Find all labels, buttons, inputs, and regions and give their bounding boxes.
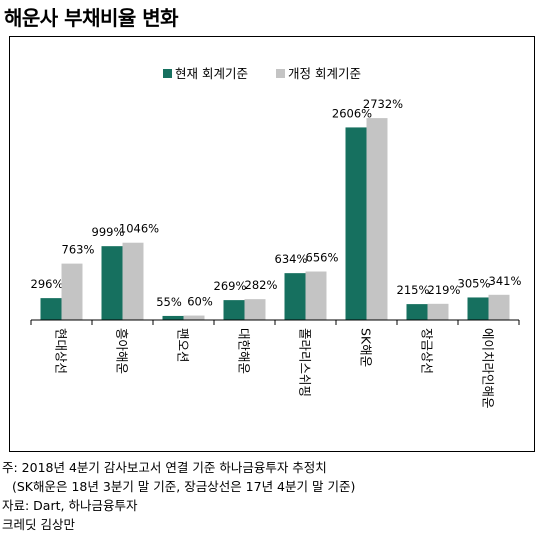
category-label: 흥아해운 [115,328,130,374]
legend-swatch-revised [276,69,285,78]
chart-frame [9,36,535,452]
footnotes: 주: 2018년 4분기 감사보고서 연결 기준 하나금융투자 추정치 (SK해… [2,458,355,534]
data-label-revised: 60% [187,295,213,309]
bar-revised [488,294,510,320]
legend-label-current: 현재 회계기준 [175,66,248,81]
bar-current [40,298,62,320]
footnote-basis: 주: 2018년 4분기 감사보고서 연결 기준 하나금융투자 추정치 [2,460,327,475]
bar-revised [244,299,266,320]
source-note: 자료: Dart, 하나금융투자 [2,498,138,513]
bar-revised [366,118,388,320]
bar-current [284,273,306,320]
bar-current [223,300,245,320]
data-label-current: 634% [275,252,308,266]
footnote-exceptions: (SK해운은 18년 3분기 말 기준, 장금상선은 17년 4분기 말 기준) [12,479,356,494]
data-label-current: 269% [214,279,247,293]
category-label: SK해운 [359,328,374,367]
data-label-revised: 341% [489,274,522,288]
category-label: 장금상선 [420,328,435,374]
data-label-revised: 219% [428,283,461,297]
data-label-current: 215% [397,283,430,297]
data-label-revised: 763% [62,243,95,257]
data-label-current: 55% [156,295,182,309]
data-label-revised: 1046% [119,222,159,236]
bar-current [162,315,184,320]
data-label-current: 999% [92,225,125,239]
chart-title: 해운사 부채비율 변화 [4,6,179,30]
category-label: 폴라리스쉬핑 [298,328,313,397]
data-label-current: 2606% [332,106,372,120]
category-label: 대한해운 [237,328,252,374]
data-label-current: 305% [458,276,491,290]
category-label: 현대상선 [54,328,69,374]
bar-revised [61,263,83,320]
data-label-revised: 656% [306,251,339,265]
bar-revised [122,242,144,320]
bar-revised [305,271,327,320]
data-label-current: 296% [31,277,64,291]
author-note: 크레딧 김상만 [2,517,75,532]
category-label: 팬오션 [176,328,191,363]
data-label-revised: 282% [245,278,278,292]
bar-revised [427,303,449,320]
bar-current [467,297,489,320]
bar-current [345,127,367,320]
plot-area: 296% 763% 현대상선 999%1046% 흥아해운 55% 60% 팬오션 269%28… [30,97,522,409]
data-label-revised: 2732% [363,97,403,111]
bar-revised [183,315,205,320]
category-label: 에이치라인해운 [481,328,496,409]
bar-current [406,304,428,320]
legend: 현재 회계기준 개정 회계기준 [163,66,361,81]
legend-label-revised: 개정 회계기준 [288,66,361,81]
legend-swatch-current [163,69,172,78]
bar-current [101,246,123,320]
